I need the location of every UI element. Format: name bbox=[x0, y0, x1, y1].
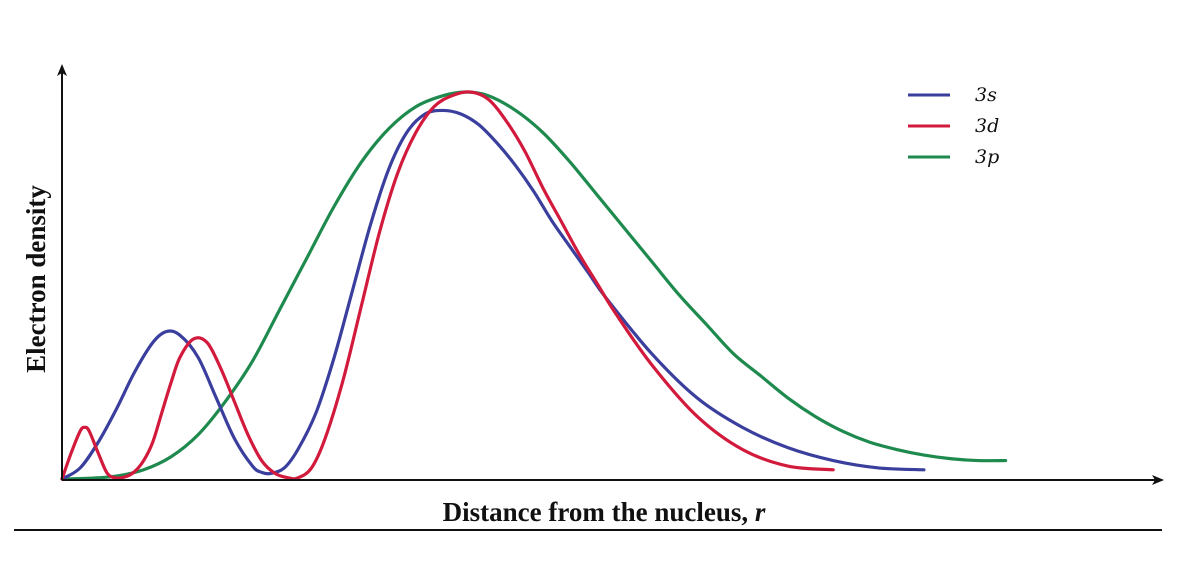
series-line-3p bbox=[60, 90, 1008, 481]
x-axis-title-text: Distance from the nucleus, bbox=[443, 497, 748, 527]
series-line-3s bbox=[60, 108, 926, 481]
legend-label-3s: 3s bbox=[975, 84, 997, 106]
legend: 3s 3d 3p bbox=[908, 84, 999, 168]
legend-label-3p: 3p bbox=[975, 146, 999, 168]
legend-label-3d: 3d bbox=[975, 115, 999, 137]
series-line-3d bbox=[60, 90, 835, 481]
y-axis-title: Electron density bbox=[21, 185, 51, 373]
x-axis-title: Distance from the nucleus, r bbox=[443, 497, 766, 527]
x-axis-title-variable: r bbox=[755, 497, 766, 527]
series-layer bbox=[60, 90, 1008, 481]
